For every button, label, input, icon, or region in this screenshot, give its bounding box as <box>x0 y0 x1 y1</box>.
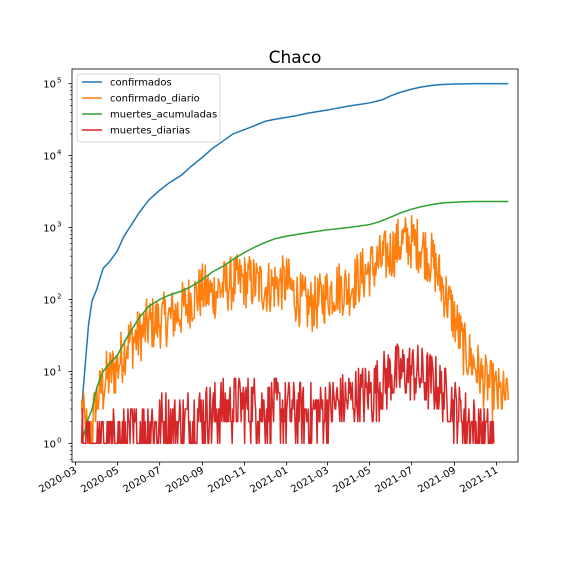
legend-label: confirmados <box>110 78 172 89</box>
series-line-confirmados <box>80 82 509 410</box>
y-tick-exponent: 2 <box>57 292 61 300</box>
y-tick-exponent: 0 <box>57 436 61 444</box>
y-tick-exponent: 1 <box>57 364 61 372</box>
y-tick-label: 10 <box>43 224 56 235</box>
plot-frame <box>71 68 519 463</box>
y-tick-label: 10 <box>43 295 56 306</box>
legend-label: muertes_acumuladas <box>110 110 217 121</box>
legend: confirmados confirmado_diario muertes_acum… <box>76 73 221 143</box>
y-tick-label: 10 <box>43 152 56 163</box>
series-line-muertes-diarias <box>80 343 495 445</box>
legend-box <box>76 73 221 143</box>
y-tick-exponent: 5 <box>57 77 61 85</box>
series-line-confirmado-diario <box>80 214 510 445</box>
y-tick-label: 10 <box>43 367 56 378</box>
y-tick-label: 10 <box>43 80 56 91</box>
chart-title: Chaco <box>269 48 322 68</box>
legend-label: muertes_diarias <box>110 126 190 137</box>
series-line-muertes-acumuladas <box>80 200 509 444</box>
y-tick-exponent: 3 <box>57 221 61 229</box>
y-tick-label: 10 <box>43 439 56 450</box>
plot-area <box>80 82 510 445</box>
legend-label: confirmado_diario <box>110 94 200 105</box>
y-tick-exponent: 4 <box>57 149 62 157</box>
